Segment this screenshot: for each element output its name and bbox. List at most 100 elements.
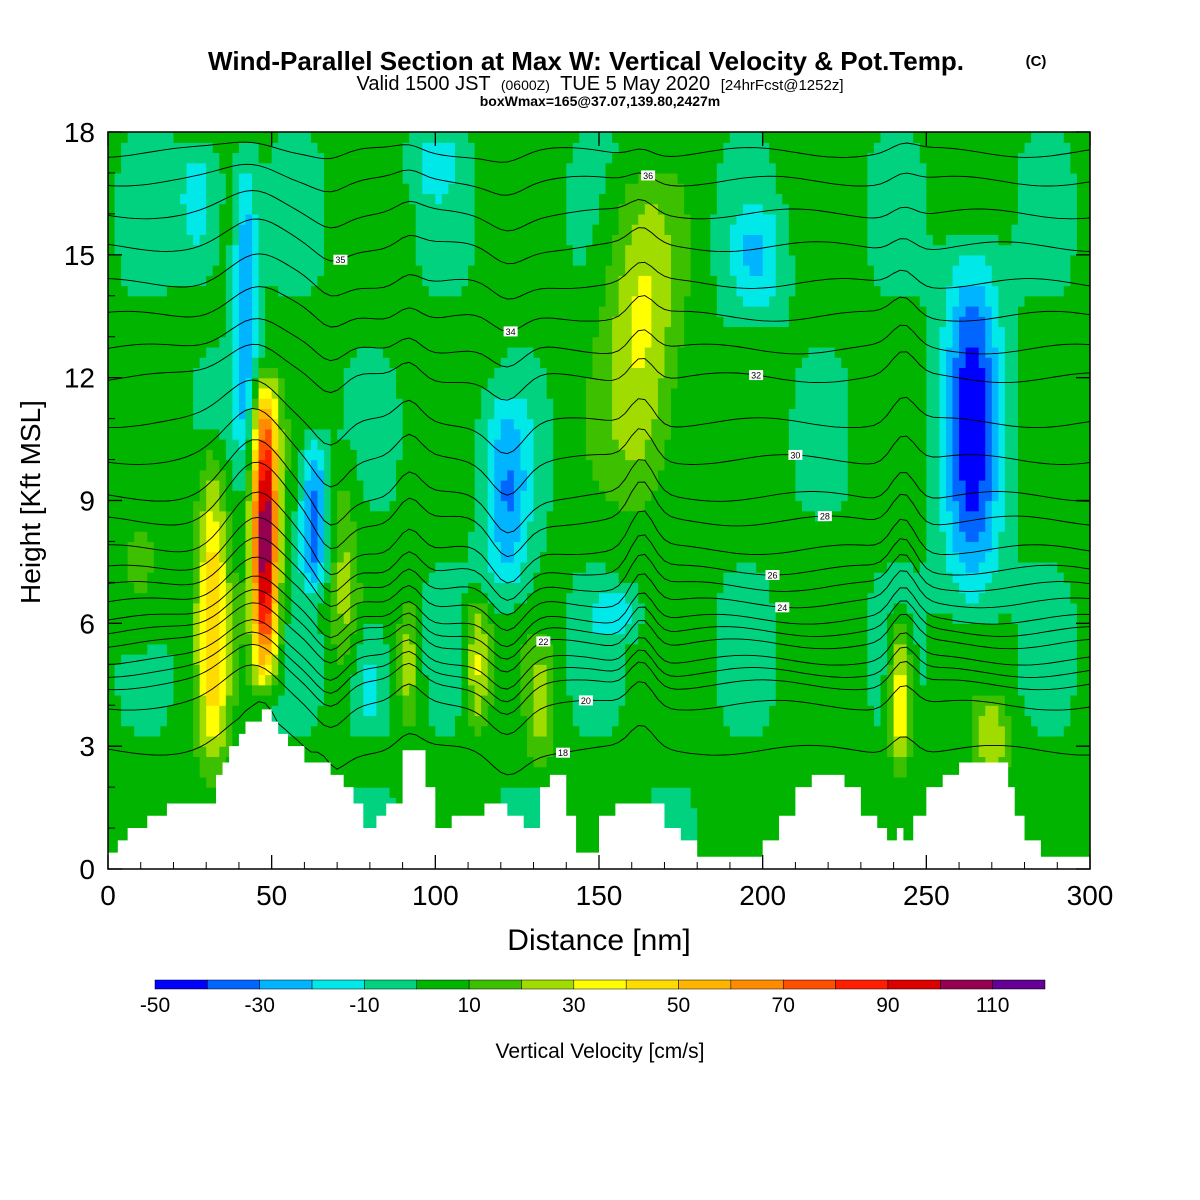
heatmap-cell: [350, 694, 358, 706]
heatmap-cell: [180, 254, 188, 266]
heatmap-cell: [258, 265, 266, 276]
heatmap-cell: [513, 633, 522, 645]
heatmap-cell: [487, 643, 495, 655]
heatmap-cell: [454, 172, 463, 184]
heatmap-cell: [435, 387, 443, 399]
heatmap-cell: [140, 377, 148, 389]
heatmap-cell: [494, 602, 502, 614]
heatmap-cell: [376, 132, 384, 143]
heatmap-cell: [494, 162, 502, 174]
heatmap-cell: [278, 520, 286, 532]
heatmap-cell: [507, 428, 515, 440]
heatmap-cell: [409, 428, 417, 440]
heatmap-cell: [310, 531, 319, 543]
heatmap-cell: [520, 766, 528, 778]
heatmap-cell: [108, 500, 116, 512]
heatmap-cell: [147, 254, 155, 266]
heatmap-cell: [186, 480, 194, 491]
heatmap-cell: [219, 572, 227, 583]
heatmap-cell: [540, 408, 548, 420]
heatmap-cell: [494, 756, 502, 768]
heatmap-cell: [382, 439, 391, 450]
heatmap-cell: [121, 531, 129, 543]
heatmap-cell: [343, 623, 351, 635]
heatmap-cell: [500, 449, 508, 461]
heatmap-cell: [252, 162, 260, 174]
heatmap-cell: [520, 408, 528, 420]
heatmap-cell: [324, 316, 332, 328]
heatmap-cell: [127, 541, 135, 553]
heatmap-cell: [363, 684, 371, 696]
heatmap-cell: [134, 664, 142, 676]
heatmap-cell: [500, 725, 508, 737]
heatmap-cell: [297, 572, 305, 583]
heatmap-cell: [454, 572, 463, 583]
heatmap-cell: [422, 674, 430, 686]
heatmap-cell: [265, 377, 273, 389]
heatmap-cell: [422, 295, 430, 307]
heatmap-cell: [206, 367, 214, 379]
heatmap-cell: [533, 592, 541, 604]
heatmap-cell: [369, 664, 378, 676]
heatmap-cell: [147, 654, 155, 665]
heatmap-cell: [127, 643, 135, 655]
heatmap-cell: [278, 346, 286, 358]
heatmap-cell: [153, 787, 161, 798]
heatmap-cell: [297, 449, 305, 461]
heatmap-cell: [343, 326, 351, 338]
heatmap-cell: [232, 694, 240, 706]
heatmap-cell: [350, 541, 358, 553]
heatmap-cell: [487, 265, 495, 276]
heatmap-cell: [389, 541, 397, 553]
heatmap-cell: [199, 490, 207, 502]
heatmap-cell: [468, 510, 476, 522]
heatmap-cell: [245, 469, 253, 481]
heatmap-cell: [435, 746, 443, 758]
heatmap-cell: [441, 183, 450, 195]
heatmap-cell: [238, 326, 247, 338]
heatmap-cell: [166, 602, 175, 614]
heatmap-cell: [422, 357, 430, 369]
heatmap-cell: [134, 398, 142, 409]
heatmap-cell: [474, 336, 482, 348]
heatmap-cell: [422, 265, 430, 276]
heatmap-cell: [363, 715, 371, 727]
heatmap-cell: [553, 326, 561, 338]
heatmap-cell: [297, 428, 305, 440]
heatmap-cell: [199, 551, 207, 563]
heatmap-cell: [108, 602, 116, 614]
heatmap-cell: [448, 449, 456, 461]
heatmap-cell: [507, 735, 515, 747]
heatmap-cell: [356, 664, 364, 676]
heatmap-cell: [513, 132, 522, 143]
heatmap-cell: [369, 244, 378, 256]
heatmap-cell: [494, 449, 502, 461]
heatmap-cell: [461, 203, 469, 215]
heatmap-cell: [474, 541, 482, 553]
heatmap-cell: [265, 684, 273, 696]
heatmap-cell: [474, 735, 482, 747]
heatmap-cell: [428, 398, 436, 409]
heatmap-cell: [435, 306, 443, 317]
heatmap-cell: [337, 674, 345, 686]
heatmap-cell: [487, 193, 495, 205]
heatmap-cell: [382, 735, 391, 747]
heatmap-cell: [343, 735, 351, 747]
heatmap-cell: [193, 234, 201, 246]
heatmap-cell: [468, 664, 476, 676]
heatmap-cell: [271, 510, 279, 522]
heatmap-cell: [337, 408, 345, 420]
heatmap-cell: [140, 776, 148, 788]
heatmap-cell: [271, 654, 279, 665]
heatmap-cell: [448, 203, 456, 215]
heatmap-cell: [520, 203, 528, 215]
heatmap-cell: [330, 449, 338, 461]
heatmap-cell: [127, 439, 135, 450]
heatmap-cell: [507, 193, 515, 205]
heatmap-cell: [428, 684, 436, 696]
heatmap-cell: [422, 439, 430, 450]
heatmap-cell: [284, 295, 292, 307]
heatmap-cell: [415, 203, 423, 215]
heatmap-cell: [317, 602, 325, 614]
heatmap-cell: [428, 234, 436, 246]
